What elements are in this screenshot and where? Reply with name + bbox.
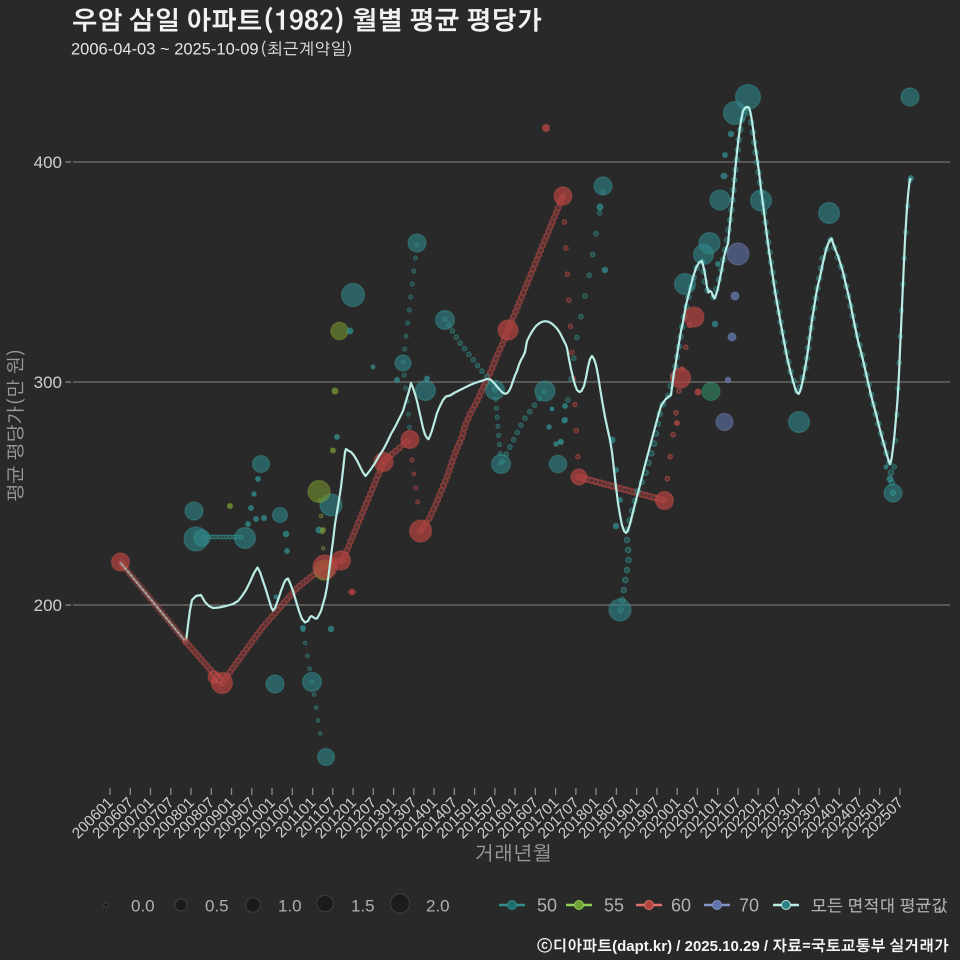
svg-text:200: 200 [34, 596, 62, 615]
svg-text:0.0: 0.0 [131, 897, 155, 916]
svg-text:300: 300 [34, 373, 62, 392]
svg-text:50: 50 [537, 896, 557, 916]
svg-text:55: 55 [604, 896, 624, 916]
svg-text:0.5: 0.5 [205, 897, 229, 916]
svg-text:2006-04-03 ~ 2025-10-09: 2006-04-03 ~ 2025-10-09 [71, 41, 259, 59]
svg-text:(dapt.kr) / 2025.10.29 /: (dapt.kr) / 2025.10.29 / [612, 938, 769, 955]
svg-text:1.0: 1.0 [278, 897, 302, 916]
svg-text:2.0: 2.0 [426, 897, 450, 916]
svg-text:1.5: 1.5 [351, 897, 375, 916]
svg-text:60: 60 [671, 896, 691, 916]
svg-text:70: 70 [739, 896, 759, 916]
svg-text:400: 400 [34, 153, 62, 172]
